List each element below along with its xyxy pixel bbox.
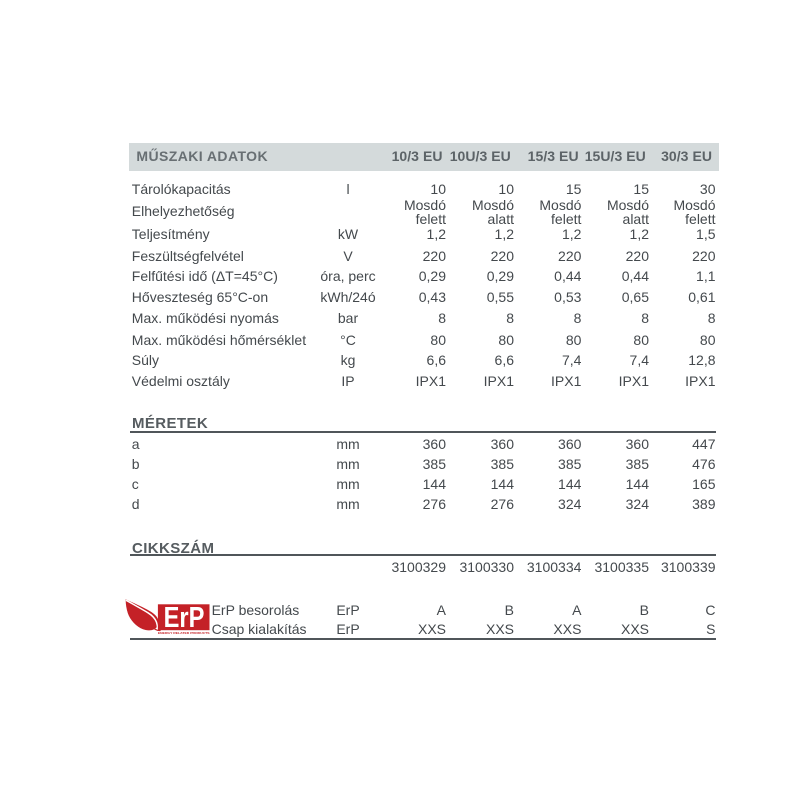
- svg-text:ErP: ErP: [164, 602, 205, 634]
- svg-text:ENERGY RELATED PRODUCTS: ENERGY RELATED PRODUCTS: [158, 631, 210, 635]
